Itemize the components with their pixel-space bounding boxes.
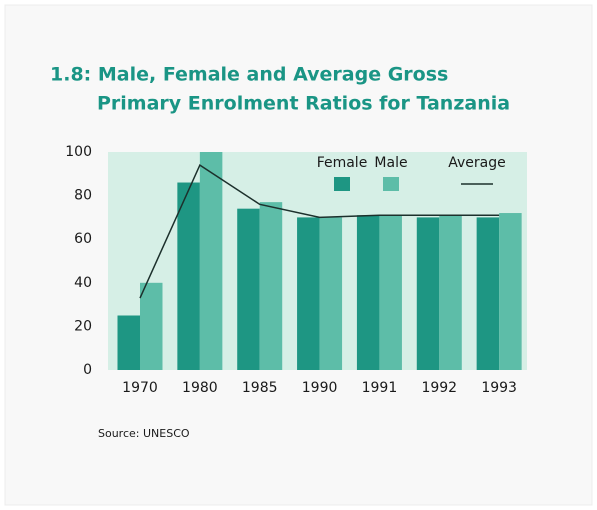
bar <box>177 182 200 370</box>
bar <box>140 282 163 370</box>
chart-title: Primary Enrolment Ratios for Tanzania <box>97 93 510 115</box>
bar <box>499 213 522 370</box>
x-tick-label: 1985 <box>242 380 278 396</box>
average-line <box>139 163 500 299</box>
y-tick-label: 40 <box>74 275 92 291</box>
bar <box>297 217 320 370</box>
legend-label: Female <box>317 155 368 171</box>
chart-title: 1.8: Male, Female and Average Gross <box>50 64 448 86</box>
legend-swatch <box>383 177 399 191</box>
x-tick-label: 1990 <box>302 380 338 396</box>
legend-swatch <box>334 177 350 191</box>
x-tick-label: 1970 <box>122 380 158 396</box>
y-tick-label: 20 <box>74 318 92 334</box>
bar <box>379 215 402 370</box>
bar <box>439 215 462 370</box>
x-tick-label: 1980 <box>182 380 218 396</box>
bar <box>416 217 440 370</box>
x-tick-label: 1992 <box>421 380 457 396</box>
x-tick-label: 1993 <box>481 380 517 396</box>
legend-label: Male <box>374 155 407 171</box>
y-tick-label: 60 <box>74 231 92 247</box>
bar <box>319 217 343 370</box>
y-tick-label: 0 <box>83 362 92 378</box>
y-tick-label: 100 <box>65 144 92 160</box>
bar <box>117 315 140 370</box>
legend-label: Average <box>448 155 506 171</box>
bar <box>199 152 223 370</box>
bar <box>356 215 380 370</box>
x-tick-label: 1991 <box>362 380 398 396</box>
bar <box>476 217 500 370</box>
bar <box>259 202 283 370</box>
y-tick-label: 80 <box>74 188 92 204</box>
bar <box>237 208 260 370</box>
source: Source: UNESCO <box>98 427 190 440</box>
